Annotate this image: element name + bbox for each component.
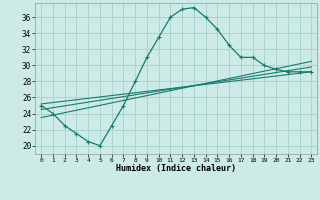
X-axis label: Humidex (Indice chaleur): Humidex (Indice chaleur) xyxy=(116,164,236,173)
